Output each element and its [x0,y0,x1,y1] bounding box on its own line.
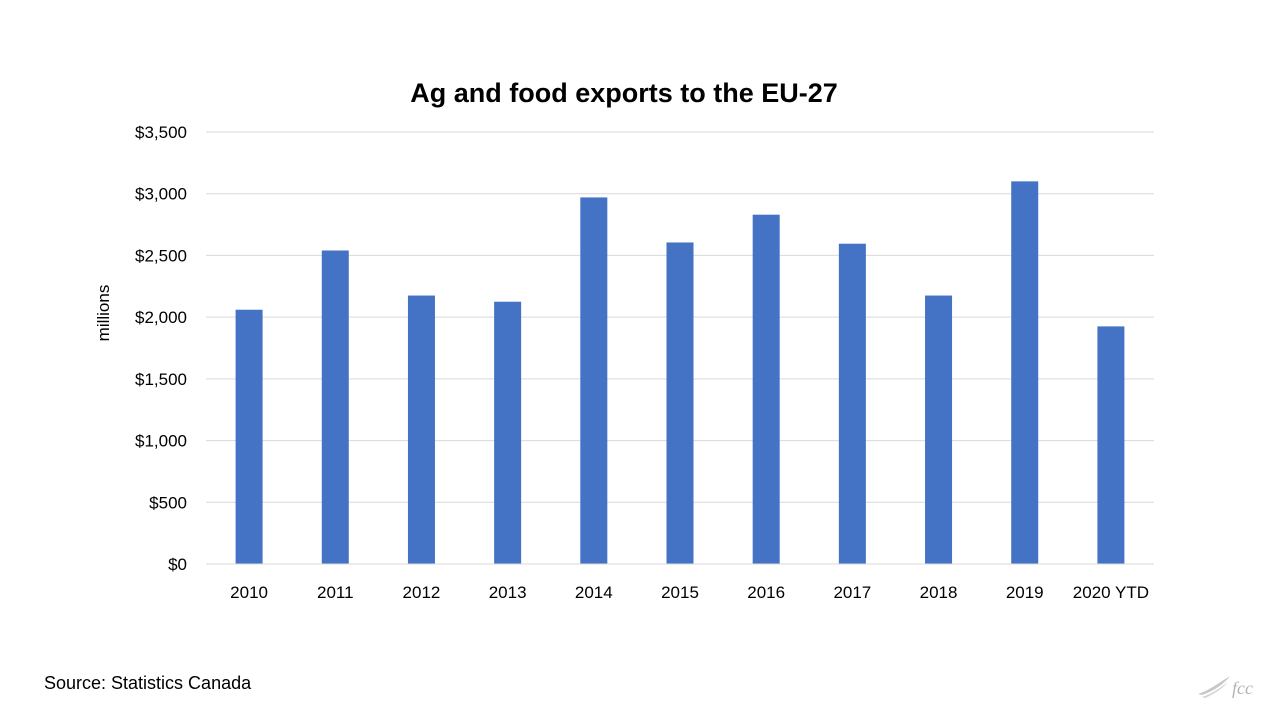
bar [580,197,608,564]
bar [1011,181,1039,564]
bar [235,309,263,564]
x-tick-label: 2012 [403,583,441,602]
x-tick-label: 2011 [317,583,354,602]
bar [666,242,694,564]
logo-text: fcc [1232,678,1253,698]
bar [1097,326,1125,564]
bar [494,301,522,564]
x-tick-label: 2010 [230,583,268,602]
logo-swoosh-2 [1202,682,1228,698]
logo-swoosh-1 [1198,676,1230,695]
bar [752,214,780,564]
y-tick-label: $3,500 [135,123,187,142]
y-tick-label: $0 [168,555,187,574]
y-tick-label: $2,500 [135,246,187,265]
bar [407,295,435,564]
y-tick-label: $2,000 [135,308,187,327]
x-tick-label: 2014 [575,583,613,602]
y-tick-label: $3,000 [135,185,187,204]
y-tick-label: $1,000 [135,432,187,451]
x-tick-label: 2013 [489,583,527,602]
bar [925,295,953,564]
chart-title: Ag and food exports to the EU-27 [410,78,838,108]
x-tick-label: 2015 [661,583,699,602]
fcc-logo-icon: fcc [1198,676,1253,698]
x-tick-label: 2017 [833,583,871,602]
y-axis-ticks: $0 $500 $1,000 $1,500 $2,000 $2,500 $3,000 $3,5… [135,123,187,574]
x-tick-label: 2019 [1006,583,1044,602]
x-tick-label: 2016 [747,583,785,602]
y-tick-label: $1,500 [135,370,187,389]
bar [321,250,349,564]
bar [838,243,866,564]
y-tick-label: $500 [149,493,187,512]
source-note: Source: Statistics Canada [44,673,252,693]
x-axis-ticks: 2010 2011 2012 2013 2014 2015 2016 2017 2018 2019… [230,583,1149,602]
y-axis-label: millions [94,285,113,342]
x-tick-label: 2018 [920,583,958,602]
bars [235,181,1125,564]
x-tick-label: 2020 YTD [1073,583,1149,602]
